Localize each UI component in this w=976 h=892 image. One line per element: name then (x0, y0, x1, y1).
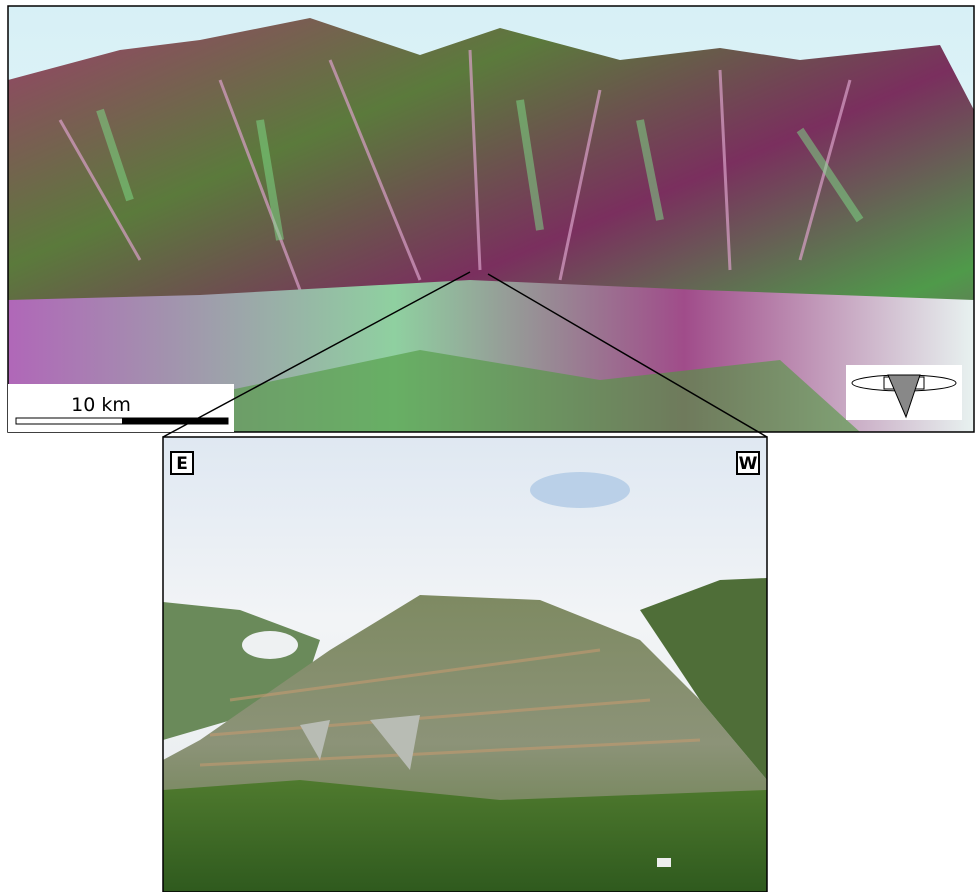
field-photo: E W (162, 436, 768, 892)
zoom-line (162, 271, 471, 438)
zoom-line (487, 273, 768, 438)
north-arrow (846, 365, 962, 420)
satellite-view (7, 5, 975, 433)
scale-bar: 10 km (8, 384, 234, 432)
west-label: W (739, 454, 758, 474)
east-label: E (176, 454, 188, 474)
scale-label: 10 km (71, 394, 131, 416)
